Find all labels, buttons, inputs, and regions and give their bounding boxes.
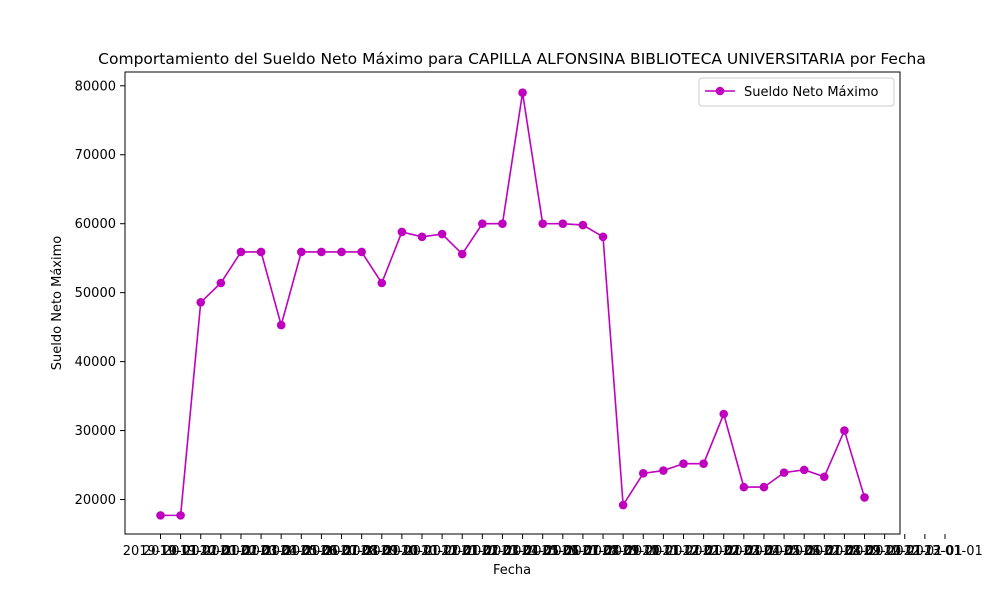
data-point (297, 247, 306, 257)
legend-series-label: Sueldo Neto Máximo (744, 85, 878, 100)
x-tick-label-24: 2021-10-01 (605, 544, 681, 559)
data-point (578, 220, 588, 230)
plot-area (124, 71, 901, 535)
y-axis: 20000 30000 40000 50000 60000 70000 80000 (75, 79, 125, 508)
x-tick-label-25: 2021-11-01 (626, 544, 702, 559)
data-point (518, 88, 527, 97)
x-tick-label-1: 2019-11-01 (143, 544, 219, 559)
data-point (437, 229, 447, 239)
x-tick-label-39: 2023-01-01 (907, 544, 983, 559)
x-tick-label-5: 2020-03-01 (223, 544, 299, 559)
data-point (679, 459, 688, 468)
data-point (377, 278, 387, 288)
data-point (498, 219, 507, 229)
x-tick-label-35: 2022-09-01 (827, 544, 903, 559)
data-point (618, 500, 628, 510)
y-tick-label-5: 70000 (75, 148, 116, 163)
data-point (759, 482, 769, 492)
data-point (719, 409, 729, 419)
x-tick-label-9: 2020-07-01 (304, 544, 380, 559)
x-tick-label-4: 2020-02-01 (203, 544, 279, 559)
y-tick-label-3: 50000 (75, 286, 116, 301)
data-point (819, 472, 829, 482)
data-point (779, 468, 789, 477)
y-axis-label: Sueldo Neto Máximo (50, 236, 65, 370)
data-point (457, 249, 467, 259)
data-point (659, 466, 668, 475)
chart-title: Comportamiento del Sueldo Neto Máximo pa… (98, 50, 926, 68)
x-tick-label-32: 2022-06-01 (766, 544, 842, 559)
x-tick-label-30: 2022-04-01 (726, 544, 802, 559)
data-point (196, 298, 206, 307)
x-axis: 2019-10-012019-11-012019-12-012020-01-01… (123, 534, 983, 559)
x-tick-label-14: 2020-12-01 (404, 544, 480, 559)
x-tick-label-11: 2020-09-01 (344, 544, 420, 559)
x-tick-label-38: 2022-12-01 (887, 544, 963, 559)
x-tick-label-22: 2021-08-01 (565, 544, 641, 559)
data-point (840, 426, 849, 435)
x-tick-label-10: 2020-08-01 (324, 544, 400, 559)
data-point (357, 247, 366, 257)
legend-marker-swatch (715, 86, 725, 96)
data-point (598, 232, 608, 242)
x-tick-label-15: 2021-01-01 (424, 544, 500, 559)
y-tick-label-1: 30000 (75, 424, 116, 439)
data-point (236, 247, 246, 257)
data-point (397, 227, 407, 237)
x-tick-label-16: 2021-02-01 (445, 544, 521, 559)
data-point (176, 511, 185, 520)
data-point (739, 482, 749, 492)
x-tick-label-31: 2022-05-01 (746, 544, 822, 559)
data-point (276, 320, 286, 330)
x-tick-label-29: 2022-03-01 (706, 544, 782, 559)
data-point (216, 278, 226, 288)
x-tick-label-26: 2021-12-01 (646, 544, 722, 559)
x-tick-label-2: 2019-12-01 (163, 544, 239, 559)
data-point (558, 219, 568, 229)
data-point (337, 247, 346, 257)
y-tick-label-4: 60000 (75, 217, 116, 232)
data-point (799, 465, 809, 475)
legend: Sueldo Neto Máximo (698, 77, 895, 107)
data-point (699, 459, 708, 468)
x-tick-label-36: 2022-10-01 (847, 544, 923, 559)
x-tick-label-0: 2019-10-01 (123, 544, 199, 559)
series-layer (156, 88, 869, 520)
x-tick-label-13: 2020-11-01 (384, 544, 460, 559)
data-point (256, 247, 266, 257)
data-point (478, 219, 487, 229)
x-tick-label-19: 2021-05-01 (505, 544, 581, 559)
data-point (638, 469, 648, 478)
x-axis-label: Fecha (493, 563, 531, 578)
y-tick-label-0: 20000 (75, 493, 116, 508)
data-point (417, 232, 427, 242)
data-point (317, 247, 326, 257)
x-tick-label-7: 2020-05-01 (264, 544, 340, 559)
legend-frame (698, 77, 895, 107)
data-point (156, 511, 165, 520)
x-tick-label-18: 2021-04-01 (485, 544, 561, 559)
x-tick-label-37: 2022-11-01 (867, 544, 943, 559)
data-point (860, 493, 869, 502)
x-tick-label-8: 2020-06-01 (284, 544, 360, 559)
x-tick-label-27: 2022-01-01 (666, 544, 742, 559)
x-tick-label-23: 2021-09-01 (585, 544, 661, 559)
y-tick-label-2: 40000 (75, 355, 116, 370)
x-tick-label-17: 2021-03-01 (465, 544, 541, 559)
x-tick-label-20: 2021-06-01 (525, 544, 601, 559)
x-tick-label-21: 2021-07-01 (545, 544, 621, 559)
x-tick-label-12: 2020-10-01 (364, 544, 440, 559)
data-point (538, 219, 547, 229)
x-tick-label-33: 2022-07-01 (787, 544, 863, 559)
x-tick-label-28: 2022-02-01 (686, 544, 762, 559)
x-tick-label-34: 2022-08-01 (807, 544, 883, 559)
x-tick-label-3: 2020-01-01 (183, 544, 259, 559)
x-tick-label-6: 2020-04-01 (243, 544, 319, 559)
y-tick-label-6: 80000 (75, 79, 116, 94)
